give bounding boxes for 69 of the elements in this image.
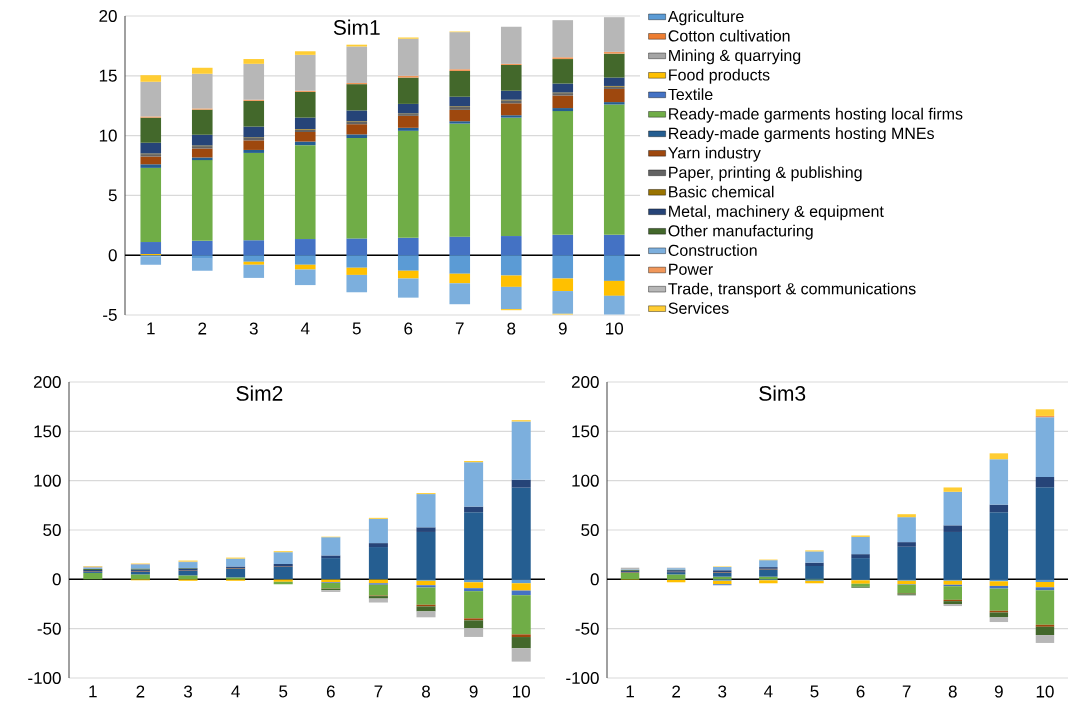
x-tick-label: 6 [326, 685, 335, 698]
x-tick-label: 1 [89, 685, 97, 698]
legend-label: Cotton cultivation [668, 29, 790, 42]
x-tick-label: 7 [902, 685, 911, 698]
x-tick-label: 4 [764, 685, 773, 698]
x-tick-label: 9 [994, 685, 1003, 698]
y-tick-label: 150 [34, 425, 61, 438]
y-tick-label: 50 [43, 523, 61, 537]
legend-label: Metal, machinery & equipment [669, 205, 884, 221]
legend-label: Food products [669, 68, 770, 84]
y-tick-label: 5 [108, 189, 117, 202]
legend-label: Paper, printing & publishing [669, 166, 862, 182]
legend-label: Trade, transport & communications [668, 282, 916, 298]
legend-label: Yarn industry [668, 146, 761, 162]
legend-label: Ready-made garments hosting MNEs [669, 127, 934, 143]
x-tick-label: 7 [455, 322, 464, 335]
legend-label: Basic chemical [669, 185, 774, 198]
legend-label: Textile [668, 88, 713, 101]
y-tick-label: 0 [590, 573, 599, 586]
y-tick-label: -100 [566, 671, 599, 685]
x-tick-label: 3 [718, 685, 727, 698]
x-tick-label: 6 [404, 322, 413, 335]
y-tick-label: 0 [108, 249, 117, 262]
y-tick-label: -100 [28, 671, 61, 685]
x-tick-label: 2 [672, 685, 681, 698]
x-tick-label: 1 [147, 322, 155, 335]
y-tick-label: 0 [52, 573, 61, 586]
legend-label: Mining & quarrying [669, 49, 801, 65]
chart-title: Sim1 [333, 19, 380, 35]
x-tick-label: 5 [279, 685, 288, 698]
y-tick-label: 15 [99, 69, 117, 82]
legend-label: Ready-made garments hosting local firms [669, 107, 963, 123]
y-tick-label: -50 [575, 622, 599, 635]
y-tick-label: 20 [99, 9, 117, 23]
x-tick-label: 2 [136, 685, 145, 698]
legend-label: Construction [668, 244, 757, 256]
y-tick-label: 50 [581, 523, 599, 537]
x-tick-label: 8 [422, 685, 430, 698]
y-tick-label: 150 [572, 425, 599, 438]
x-tick-label: 10 [606, 322, 624, 335]
x-tick-label: 3 [183, 685, 192, 698]
legend-label: Agriculture [667, 10, 744, 26]
y-tick-label: 100 [572, 474, 599, 487]
x-tick-label: 8 [507, 322, 516, 335]
x-tick-label: 9 [469, 685, 478, 698]
y-tick-label: 100 [34, 474, 61, 487]
x-tick-label: 4 [231, 685, 240, 698]
x-tick-label: 5 [352, 322, 361, 335]
y-tick-label: -5 [103, 309, 117, 321]
legend-label: Other manufacturing [668, 224, 813, 240]
legend-label: Services [668, 302, 729, 314]
x-tick-label: 7 [374, 685, 383, 698]
x-tick-label: 2 [198, 322, 207, 335]
y-tick-label: -50 [37, 622, 61, 635]
legend-label: Power [669, 263, 713, 275]
x-tick-label: 3 [249, 322, 258, 335]
chart-title: Sim3 [759, 385, 806, 401]
x-tick-label: 5 [810, 685, 819, 698]
x-tick-label: 10 [513, 685, 530, 698]
x-tick-label: 1 [626, 685, 634, 698]
y-tick-label: 10 [99, 129, 117, 142]
x-tick-label: 6 [856, 685, 865, 698]
y-tick-label: 200 [571, 375, 599, 389]
x-tick-label: 4 [300, 322, 310, 335]
chart-title: Sim2 [236, 385, 283, 401]
x-tick-label: 9 [558, 322, 567, 335]
x-tick-label: 10 [1036, 685, 1054, 698]
x-tick-label: 8 [948, 685, 957, 698]
y-tick-label: 200 [33, 375, 61, 389]
